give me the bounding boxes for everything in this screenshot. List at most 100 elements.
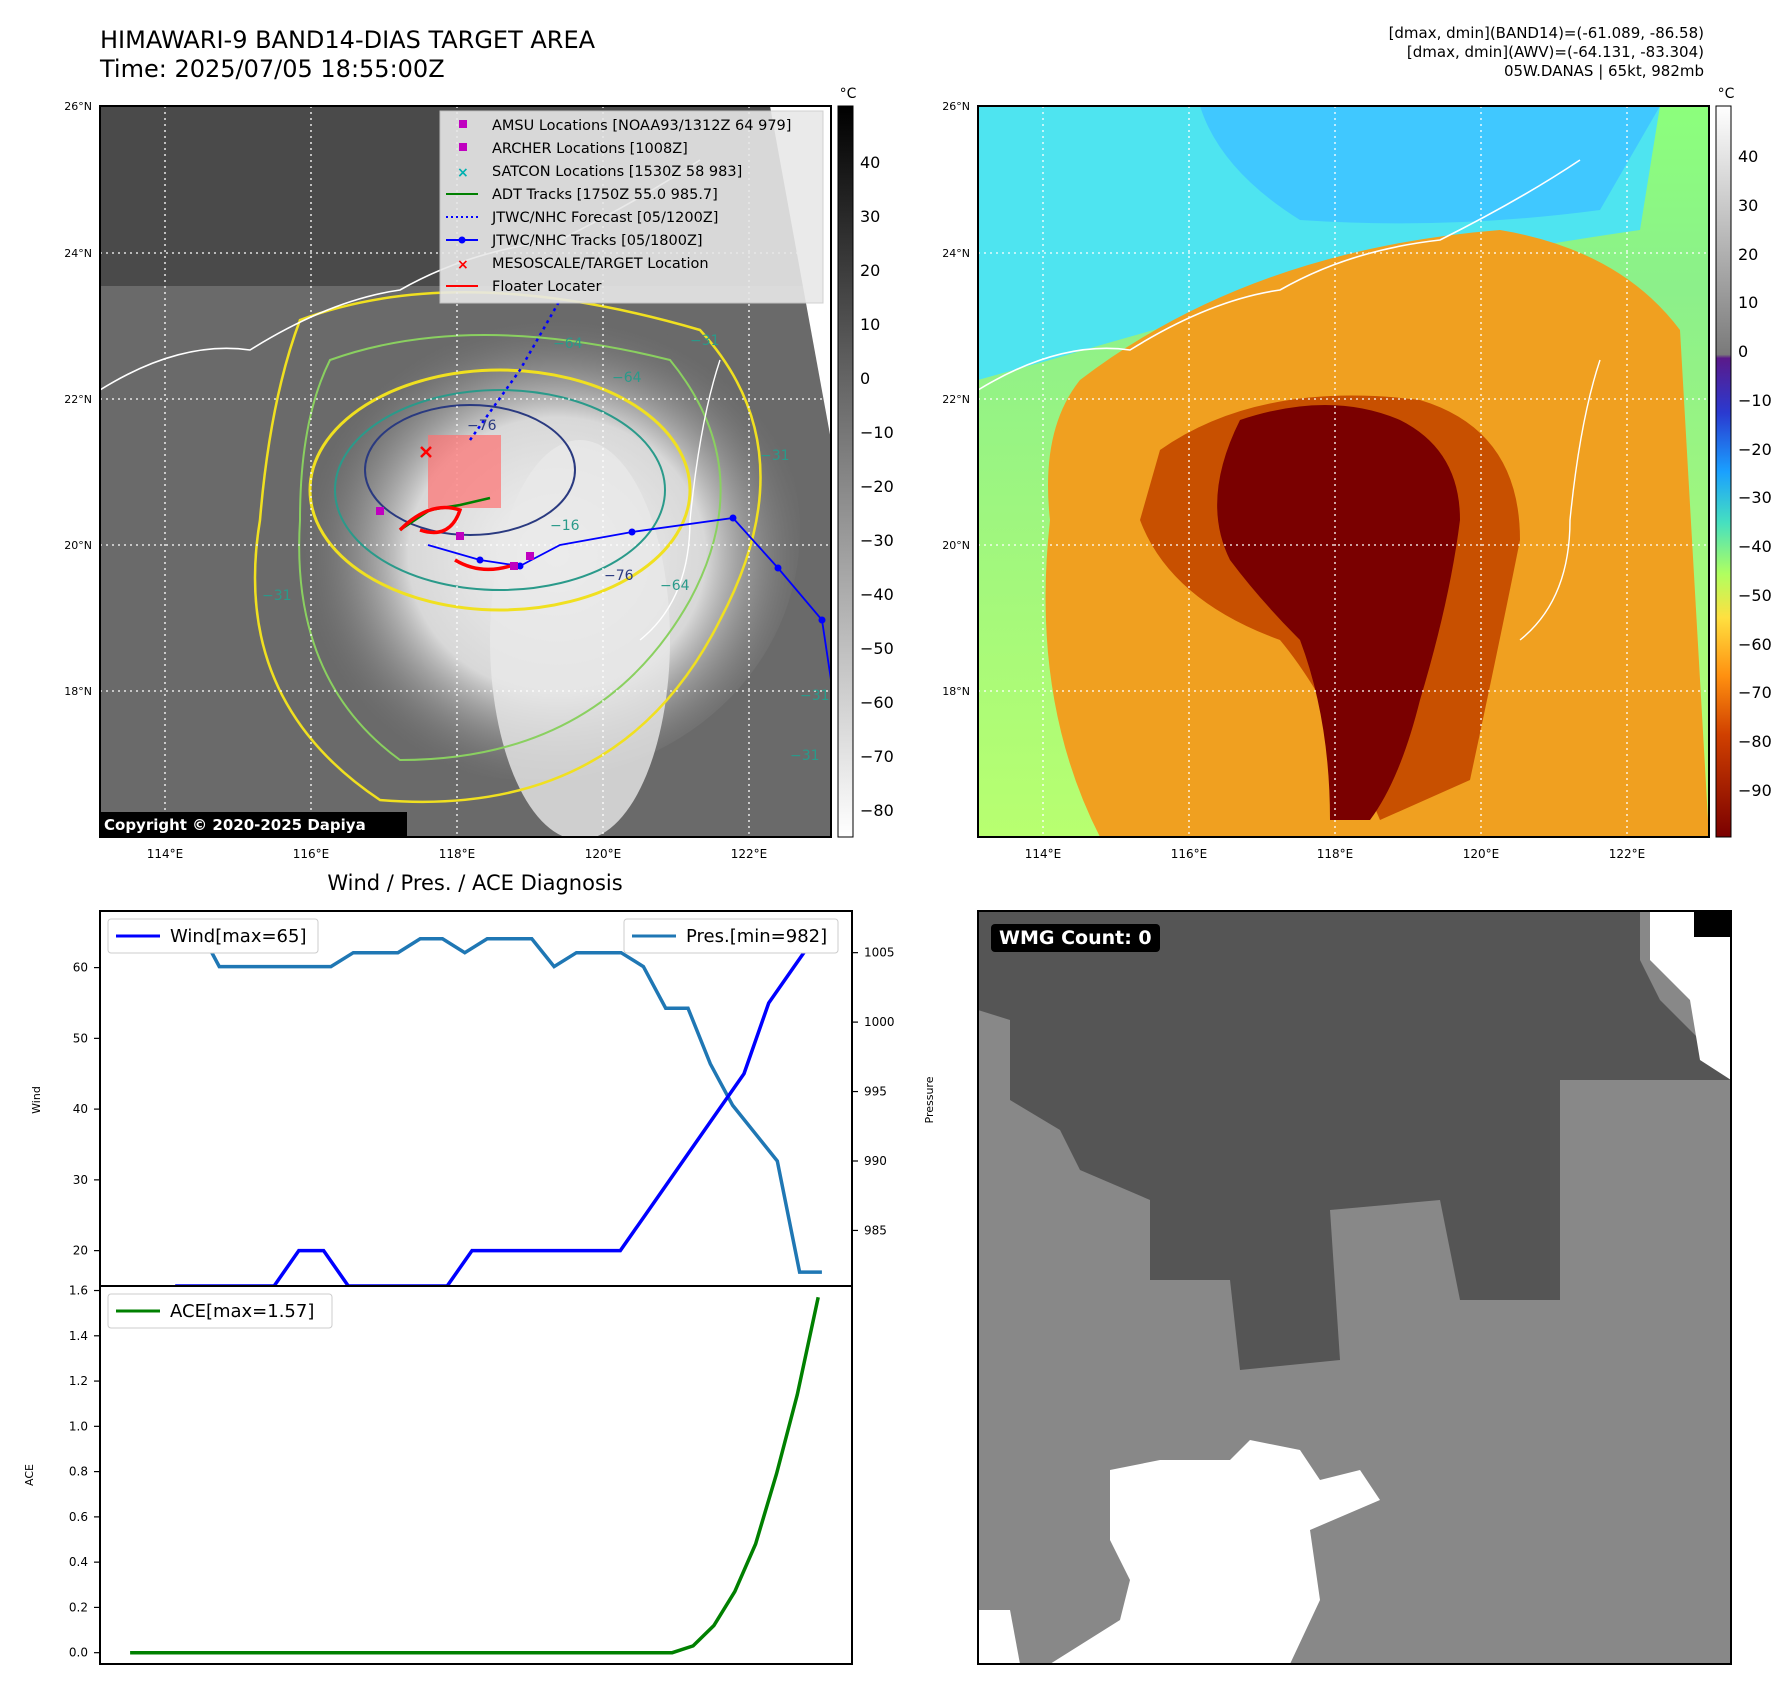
- svg-text:18°N: 18°N: [942, 685, 970, 698]
- awv-map-right: [977, 105, 1710, 838]
- svg-text:−10: −10: [860, 423, 894, 442]
- legend-archer: ARCHER Locations [1008Z]: [492, 141, 688, 157]
- ace-tick-label: 1.2: [69, 1374, 88, 1388]
- pressure-legend-box: [623, 918, 839, 954]
- svg-text:−50: −50: [1738, 586, 1772, 605]
- pressure-legend-label: Pres.[min=982]: [686, 926, 827, 947]
- ace-tick-label: 1.0: [69, 1419, 88, 1433]
- svg-text:−10: −10: [1738, 391, 1772, 410]
- svg-text:114°E: 114°E: [147, 847, 184, 861]
- floater-track: [398, 505, 511, 572]
- svg-text:122°E: 122°E: [731, 847, 768, 861]
- right-colorbar: [1715, 105, 1732, 838]
- ace-tick-label: 1.6: [69, 1284, 88, 1298]
- svg-text:26°N: 26°N: [64, 100, 92, 113]
- map-legend: AMSU Locations [NOAA93/1312Z 64 979] ARC…: [446, 118, 791, 295]
- pressure-tick-label: 990: [864, 1154, 887, 1168]
- wind-pressure-frame: [99, 910, 853, 1287]
- svg-text:118°E: 118°E: [1317, 847, 1354, 861]
- storm-info: 05W.DANAS | 65kt, 982mb: [1503, 62, 1704, 80]
- ace-legend-label: ACE[max=1.57]: [170, 1301, 314, 1322]
- svg-text:−70: −70: [860, 747, 894, 766]
- left-colorbar-unit: °C: [840, 86, 857, 102]
- svg-text:−76: −76: [467, 418, 497, 434]
- mesoscale-target-box: [428, 435, 501, 508]
- awv-range: [dmax, dmin](AWV)=(-64.131, -83.304): [1406, 43, 1704, 61]
- right-coastline-china: [978, 159, 1581, 391]
- scan-time: Time: 2025/07/05 18:55:00Z: [100, 55, 445, 83]
- svg-text:−31: −31: [262, 588, 292, 604]
- wind-pressure-chart: Wind Pressure 20 30 40 50 60 985 990 995 1000 100…: [30, 910, 936, 1288]
- pressure-axis-label: Pressure: [923, 1076, 936, 1123]
- svg-text:−50: −50: [860, 639, 894, 658]
- wmg-count-badge: WMG Count: 0: [991, 924, 1160, 952]
- svg-text:−60: −60: [1738, 635, 1772, 654]
- contour-64: [334, 389, 666, 591]
- svg-text:114°E: 114°E: [1025, 847, 1062, 861]
- wmg-white-corner: [978, 1610, 1020, 1664]
- map-legend-box: [439, 110, 824, 304]
- svg-text:−40: −40: [860, 585, 894, 604]
- target-location-marks: [420, 446, 432, 458]
- ace-tick-label: 0.6: [69, 1510, 88, 1524]
- svg-text:26°N: 26°N: [942, 100, 970, 113]
- jtwc-track-points: [476, 514, 826, 624]
- right-colorbar-ticks: 40 30 20 10 0 −10 −20 −30 −40 −50 −60 −7…: [1738, 147, 1772, 800]
- svg-text:120°E: 120°E: [1463, 847, 1500, 861]
- legend-target: MESOSCALE/TARGET Location: [492, 256, 709, 272]
- svg-text:118°E: 118°E: [439, 847, 476, 861]
- awv-cold-core: [1217, 405, 1460, 820]
- svg-text:−30: −30: [860, 531, 894, 550]
- wind-series-line: [175, 931, 820, 1288]
- contour-76: [364, 404, 576, 536]
- svg-text:10: 10: [1738, 293, 1758, 312]
- ir-rainband: [490, 440, 670, 837]
- legend-floater: Floater Locater: [492, 279, 601, 295]
- right-gridlines: [978, 106, 1709, 837]
- left-lat-labels: 26°N 24°N 22°N 20°N 18°N: [64, 100, 92, 698]
- contour-31: [308, 368, 692, 612]
- pressure-tick-label: 1000: [864, 1015, 895, 1029]
- pressure-tick-label: 1005: [864, 946, 895, 960]
- ace-legend-box: [107, 1293, 333, 1329]
- wind-legend-box: [107, 918, 319, 954]
- wind-axis-label: Wind: [30, 1086, 43, 1114]
- legend-adt: ADT Tracks [1750Z 55.0 985.7]: [492, 187, 718, 203]
- svg-text:−20: −20: [860, 477, 894, 496]
- left-colorbar-ticks: 40 30 20 10 0 −10 −20 −30 −40 −50 −60 −7…: [860, 153, 894, 820]
- svg-text:30: 30: [1738, 196, 1758, 215]
- copyright: Copyright © 2020-2025 Dapiya: [104, 816, 366, 834]
- ir-map-left: −31 −64 −76 −16 −76 −64 −31 −31 −31 −64 …: [99, 105, 832, 838]
- copyright-bg: [100, 812, 407, 837]
- svg-text:−31: −31: [800, 688, 830, 704]
- contour-outer-green: [298, 334, 722, 762]
- svg-text:−16: −16: [550, 518, 580, 534]
- wmg-white-patch: [1050, 1440, 1380, 1664]
- right-map-frame: [977, 105, 1710, 838]
- svg-text:40: 40: [860, 153, 880, 172]
- legend-archer-marker: [459, 143, 467, 151]
- wmg-white-edge: [1650, 911, 1731, 1080]
- left-map-frame: [99, 105, 832, 838]
- awv-blue-band: [1200, 106, 1660, 224]
- ace-tick-label: 0.0: [69, 1646, 88, 1660]
- svg-text:24°N: 24°N: [64, 247, 92, 260]
- svg-text:−40: −40: [1738, 537, 1772, 556]
- legend-tracks-dot: [458, 236, 466, 244]
- svg-text:20: 20: [1738, 245, 1758, 264]
- svg-text:−31: −31: [790, 748, 820, 764]
- diagnostic-info: [dmax, dmin](BAND14)=(-61.089, -86.58) […: [1389, 24, 1704, 81]
- legend-satcon-marker: ×: [457, 165, 469, 181]
- wind-tick-label: 50: [73, 1031, 88, 1045]
- ace-tick-label: 0.8: [69, 1465, 88, 1479]
- svg-text:20: 20: [860, 261, 880, 280]
- svg-text:−70: −70: [1738, 683, 1772, 702]
- band14-range: [dmax, dmin](BAND14)=(-61.089, -86.58): [1388, 24, 1704, 42]
- svg-text:−31: −31: [760, 448, 790, 464]
- ace-axis-label: ACE: [23, 1464, 36, 1486]
- wind-legend-label: Wind[max=65]: [170, 926, 307, 947]
- pressure-tick-label: 985: [864, 1223, 887, 1237]
- legend-amsu-marker: [459, 120, 467, 128]
- svg-text:120°E: 120°E: [585, 847, 622, 861]
